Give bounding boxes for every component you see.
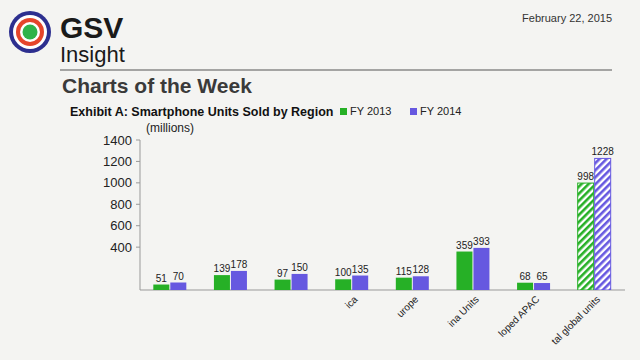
data-label: 135: [352, 264, 369, 275]
bar: [517, 283, 533, 290]
y-tick-label: 400: [110, 240, 132, 255]
y-tick: [136, 161, 140, 162]
bar: [413, 276, 429, 290]
bar: [335, 279, 351, 290]
date: February 22, 2015: [522, 12, 612, 24]
data-labels: 51 70 139178 97150 100135 115128 359393 68 65 998…: [156, 146, 614, 283]
y-axis-line: [140, 140, 141, 290]
chart-title: Exhibit A: Smartphone Units Sold by Regi…: [70, 105, 333, 119]
logo-ring: [9, 11, 51, 53]
bar: [292, 274, 308, 290]
data-label: 65: [537, 271, 549, 282]
bar: [214, 275, 230, 290]
data-label: 1228: [592, 146, 615, 157]
page: GSVInsight February 22, 2015 Charts of the…: [0, 0, 640, 360]
logo-center: [23, 25, 38, 40]
heading: Charts of the Week: [62, 74, 252, 97]
y-tick: [136, 182, 140, 183]
y-tick-label: 1200: [103, 154, 132, 169]
x-tick-label: ica: [343, 293, 360, 310]
logo-ring: [16, 18, 44, 46]
x-axis-line: [140, 290, 625, 291]
bar: [170, 283, 186, 291]
bar: [153, 285, 169, 290]
data-label: 100: [335, 267, 352, 278]
data-label: 68: [520, 271, 532, 282]
legend-swatch: [410, 108, 417, 115]
legend-label: FY 2013: [350, 105, 391, 117]
bar: [396, 278, 412, 290]
x-tick-label: tal global units: [549, 294, 602, 347]
x-tick-label: urope: [394, 293, 420, 319]
data-label: 97: [277, 268, 289, 279]
y-tick: [136, 225, 140, 226]
data-label: 70: [173, 271, 185, 282]
data-label: 178: [231, 259, 248, 270]
bar: [595, 158, 611, 290]
bar: [231, 271, 247, 290]
y-tick-label: 800: [110, 197, 132, 212]
bar: [578, 183, 594, 290]
x-tick-label: ina Units: [446, 294, 481, 329]
y-tick: [136, 247, 140, 248]
bar: [534, 283, 550, 290]
y-tick-label: 600: [110, 218, 132, 233]
bar: [352, 276, 368, 290]
data-label: 139: [214, 263, 231, 274]
y-tick-label: 1000: [103, 175, 132, 190]
y-axis-label: (millions): [146, 121, 194, 135]
legend: FY 2013 FY 2014: [340, 105, 461, 117]
legend-label: FY 2014: [420, 105, 461, 117]
logo-ring: [20, 22, 40, 42]
data-label: 115: [396, 266, 412, 277]
logo: [9, 11, 51, 53]
legend-swatch: [340, 108, 347, 115]
data-label: 393: [473, 236, 490, 247]
bar: [456, 252, 472, 290]
x-tick-label: loped APAC: [496, 294, 541, 339]
y-tick: [136, 140, 140, 141]
brand: GSV: [60, 11, 123, 44]
bar: [473, 248, 489, 290]
rule: [60, 69, 612, 70]
logo-ring: [13, 15, 47, 49]
y-tick-label: 1400: [103, 133, 132, 148]
brand-sub: Insight: [60, 42, 125, 67]
bar: [275, 280, 291, 290]
data-label: 51: [156, 273, 168, 284]
background: [0, 0, 640, 360]
data-label: 359: [456, 240, 473, 251]
data-label: 150: [291, 262, 308, 273]
data-label: 998: [577, 171, 594, 182]
y-tick: [136, 204, 140, 205]
bars: [153, 158, 610, 290]
data-label: 128: [412, 264, 429, 275]
